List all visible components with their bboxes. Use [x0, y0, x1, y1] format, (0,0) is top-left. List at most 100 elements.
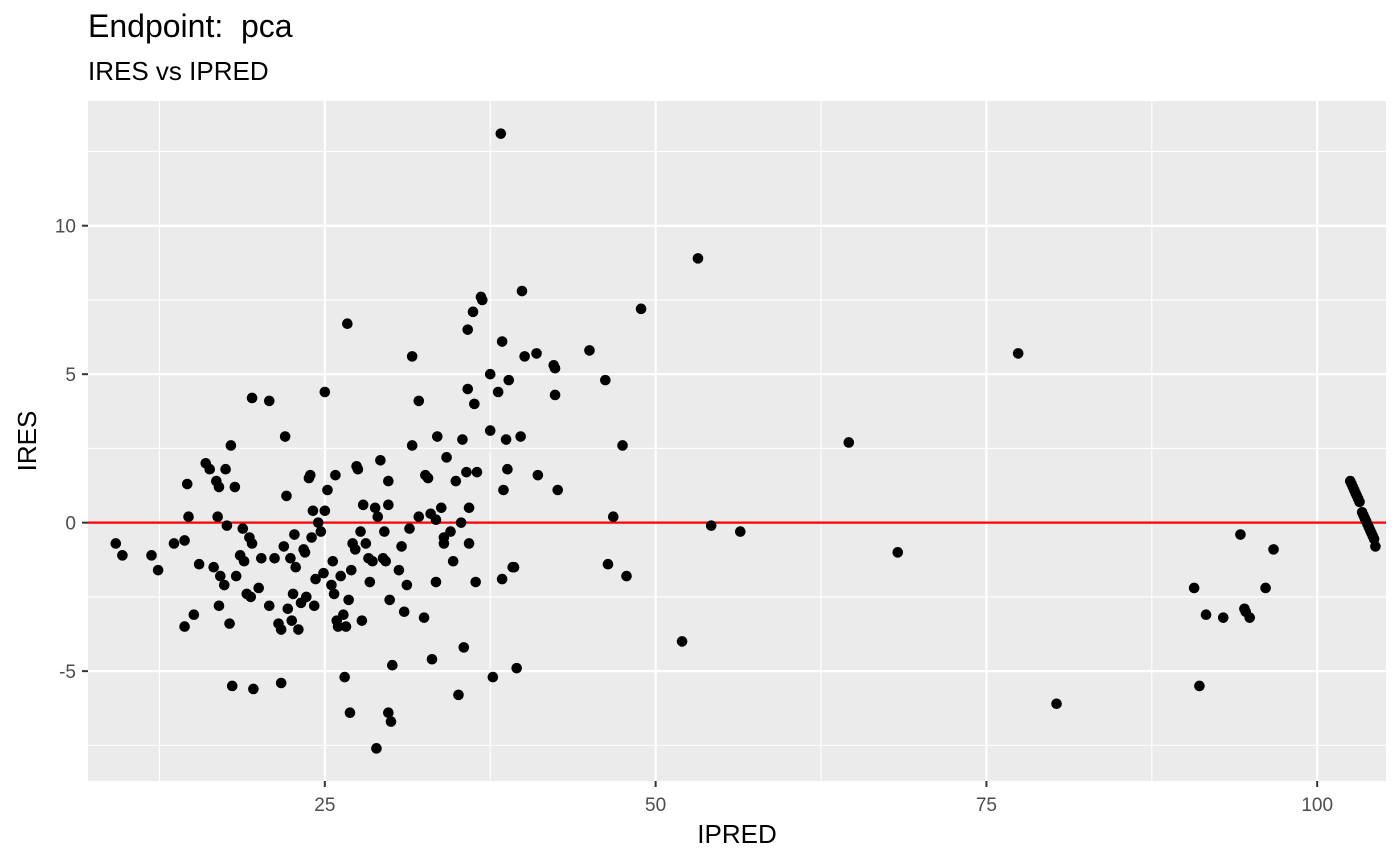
data-point	[1268, 544, 1279, 555]
data-point	[204, 463, 216, 475]
data-point	[496, 336, 508, 347]
data-point	[404, 523, 415, 534]
data-point	[552, 484, 564, 496]
data-point	[892, 547, 904, 558]
data-point	[281, 490, 292, 502]
data-point	[371, 743, 382, 754]
data-point	[342, 318, 353, 330]
data-point	[332, 621, 344, 632]
data-point	[278, 541, 290, 552]
data-point	[396, 541, 407, 552]
data-point	[117, 550, 128, 561]
data-point	[600, 374, 611, 386]
data-point	[1370, 541, 1381, 552]
data-point	[315, 526, 327, 537]
data-point	[221, 520, 233, 531]
data-point	[213, 481, 225, 493]
data-point	[263, 600, 275, 612]
data-point	[188, 609, 200, 621]
data-point	[1354, 496, 1365, 508]
data-point	[110, 538, 122, 549]
data-points	[110, 128, 1381, 754]
data-point	[193, 558, 205, 570]
data-point	[224, 618, 235, 629]
data-point	[357, 499, 369, 511]
data-point	[531, 348, 542, 359]
data-point	[495, 128, 507, 139]
data-point	[470, 576, 481, 588]
data-point	[432, 431, 443, 442]
data-point	[516, 285, 528, 297]
data-point	[476, 294, 488, 306]
data-point	[843, 437, 855, 448]
data-point	[364, 576, 376, 588]
data-point	[213, 600, 225, 612]
data-point	[372, 511, 384, 523]
y-axis-title: IRES	[12, 411, 42, 472]
data-point	[246, 392, 258, 404]
data-point	[492, 386, 504, 398]
x-axis-title: IPRED	[697, 819, 776, 849]
data-point	[621, 570, 632, 582]
data-point	[458, 642, 470, 653]
data-point	[387, 659, 398, 671]
data-point	[430, 576, 442, 588]
data-point	[532, 469, 544, 481]
data-point	[335, 570, 347, 582]
data-point	[418, 612, 430, 623]
data-point	[462, 383, 474, 395]
y-tick-label: 10	[55, 217, 76, 238]
data-point	[246, 538, 258, 549]
data-point	[304, 469, 316, 481]
data-point	[484, 425, 496, 436]
data-point	[299, 547, 311, 558]
data-point	[500, 434, 512, 445]
data-point	[453, 689, 464, 701]
data-point	[508, 561, 520, 573]
data-point	[503, 374, 515, 386]
data-point	[1217, 612, 1229, 623]
data-point	[248, 683, 259, 695]
data-point	[256, 552, 267, 564]
y-axis-ticks: -5 0 5 10	[55, 217, 88, 683]
data-point	[208, 561, 219, 573]
data-point	[226, 680, 238, 692]
data-point	[307, 505, 319, 517]
data-point	[406, 440, 418, 451]
data-point	[487, 671, 499, 683]
data-point	[413, 395, 425, 407]
data-point	[406, 351, 418, 362]
data-point	[1188, 582, 1200, 594]
data-point	[445, 526, 456, 537]
data-point	[462, 324, 474, 335]
data-point	[430, 514, 442, 525]
data-point	[385, 716, 397, 727]
data-point	[146, 550, 157, 561]
data-point	[285, 552, 296, 564]
data-point	[705, 520, 717, 531]
data-point	[1260, 582, 1271, 594]
data-point	[383, 475, 394, 487]
data-point	[310, 573, 321, 585]
data-point	[349, 544, 361, 555]
data-point	[515, 431, 526, 442]
data-point	[1194, 680, 1205, 692]
data-point	[322, 484, 333, 496]
data-point	[318, 567, 329, 579]
data-point	[617, 440, 628, 451]
data-point	[293, 624, 304, 635]
data-point	[181, 478, 193, 490]
data-point	[308, 600, 320, 612]
data-point	[1051, 698, 1062, 710]
data-point	[484, 368, 496, 380]
data-point	[319, 386, 331, 398]
data-point	[413, 511, 425, 523]
y-tick-label: -5	[59, 662, 76, 683]
data-point	[457, 434, 468, 445]
data-point	[229, 481, 241, 493]
data-point	[238, 555, 250, 567]
data-point	[467, 306, 479, 318]
chart-subtitle: IRES vs IPRED	[88, 56, 269, 86]
data-point	[735, 526, 746, 537]
data-point	[1235, 529, 1246, 540]
